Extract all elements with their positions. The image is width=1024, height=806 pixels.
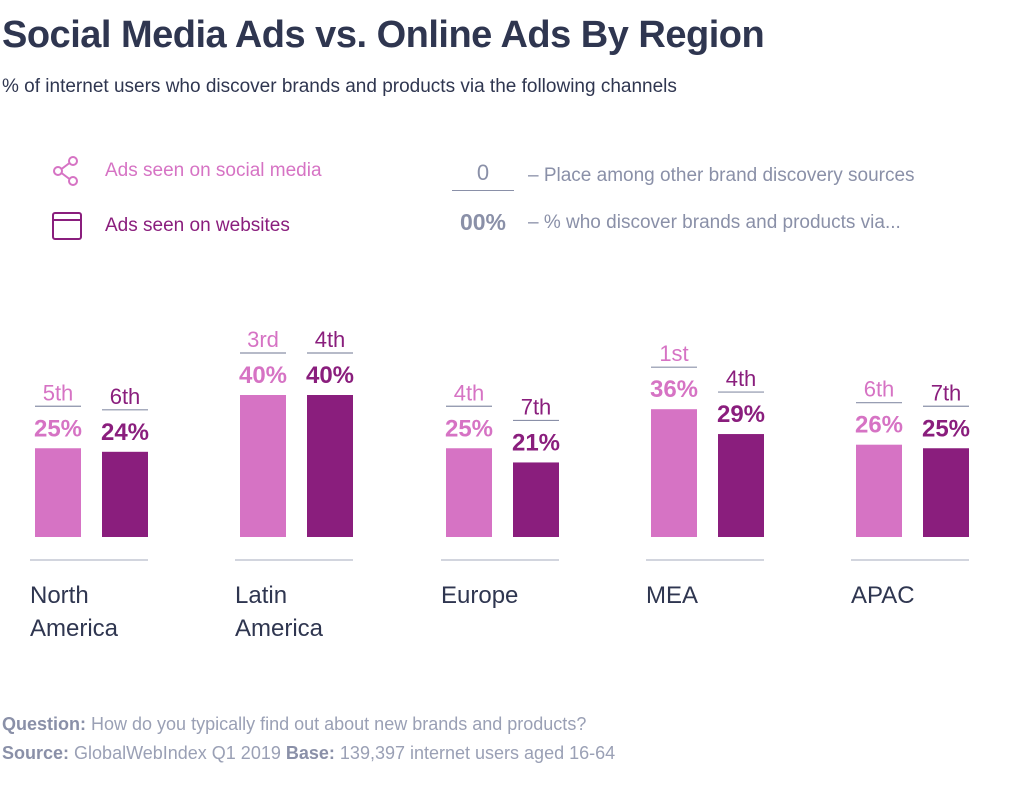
rank-label: 4th (726, 366, 757, 391)
key-rank-sample: 0 (452, 160, 514, 191)
footer-question: Question: How do you typically find out … (2, 714, 586, 735)
rank-label: 4th (454, 380, 485, 405)
bar (446, 448, 492, 537)
rank-label: 6th (864, 377, 895, 402)
data-label: 36% (650, 376, 698, 403)
bar-chart: 25% 5th 24% 6th North America 40% 3rd 40% 4th Lati… (30, 327, 970, 642)
data-label: 24% (101, 419, 149, 446)
rank-label: 6th (110, 384, 141, 409)
rank-label: 7th (931, 380, 962, 405)
base-text: 139,397 internet users aged 16-64 (339, 743, 616, 763)
data-label: 25% (445, 415, 493, 442)
bar (856, 444, 902, 537)
legend-label-social: Ads seen on social media (105, 160, 322, 181)
bar (651, 409, 697, 537)
legend-item-social: Ads seen on social media (51, 155, 322, 187)
question-text: How do you typically find out about new … (91, 714, 587, 734)
bar (102, 451, 148, 537)
bar (35, 448, 81, 537)
category-label: APAC (851, 582, 915, 609)
chart-subtitle: % of internet users who discover brands … (2, 76, 677, 97)
data-label: 21% (512, 429, 560, 456)
source-text: GlobalWebIndex Q1 2019 (74, 743, 281, 763)
bar (513, 462, 559, 537)
rank-label: 3rd (247, 327, 279, 352)
key-pct-desc: – % who discover brands and products via… (528, 211, 901, 233)
key-pct-sample: 00% (459, 209, 507, 235)
rank-label: 5th (43, 380, 74, 405)
browser-window-icon (52, 212, 82, 240)
category-label: America (235, 615, 324, 642)
category-label: MEA (646, 582, 698, 609)
rank-label: 1st (659, 341, 688, 366)
key-rank-desc: – Place among other brand discovery sour… (528, 164, 915, 186)
rank-label: 7th (521, 394, 552, 419)
legend-item-websites: Ads seen on websites (51, 210, 290, 242)
bar (923, 448, 969, 537)
key-rank: 0 – Place among other brand discovery so… (452, 160, 915, 191)
data-label: 26% (855, 412, 903, 439)
bar (240, 395, 286, 537)
legend-label-websites: Ads seen on websites (105, 215, 290, 236)
rank-label: 4th (315, 327, 346, 352)
bar (307, 395, 353, 537)
data-label: 25% (34, 415, 82, 442)
category-label: America (30, 615, 119, 642)
category-label: Latin (235, 582, 287, 609)
data-label: 40% (306, 362, 354, 389)
category-label: North (30, 582, 89, 609)
question-label: Question: (2, 714, 86, 734)
source-label: Source: (2, 743, 70, 763)
key-pct: 00% – % who discover brands and products… (452, 209, 901, 236)
data-label: 29% (717, 401, 765, 428)
share-icon (53, 156, 78, 186)
data-label: 40% (239, 362, 287, 389)
bar (718, 434, 764, 537)
chart-title: Social Media Ads vs. Online Ads By Regio… (2, 14, 765, 56)
data-label: 25% (922, 415, 970, 442)
base-label: Base: (285, 743, 335, 763)
category-label: Europe (441, 582, 518, 609)
footer-source: Source: GlobalWebIndex Q1 2019 Base: 139… (2, 743, 615, 764)
